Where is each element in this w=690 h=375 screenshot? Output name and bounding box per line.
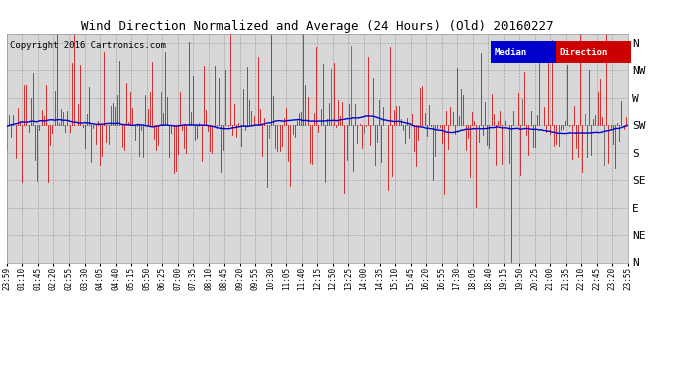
- Text: Direction: Direction: [560, 48, 608, 57]
- Text: Median: Median: [494, 48, 526, 57]
- Text: Copyright 2016 Cartronics.com: Copyright 2016 Cartronics.com: [10, 40, 166, 50]
- FancyBboxPatch shape: [491, 40, 556, 63]
- FancyBboxPatch shape: [556, 40, 631, 63]
- Title: Wind Direction Normalized and Average (24 Hours) (Old) 20160227: Wind Direction Normalized and Average (2…: [81, 20, 553, 33]
